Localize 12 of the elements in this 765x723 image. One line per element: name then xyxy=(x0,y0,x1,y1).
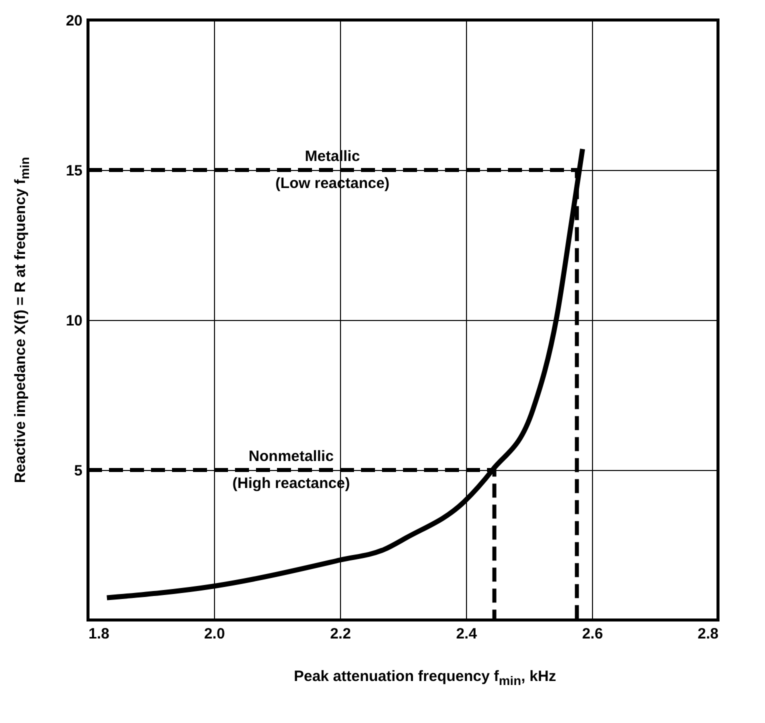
y-tick-label: 20 xyxy=(66,12,82,30)
x-tick-label: 1.8 xyxy=(88,626,110,642)
x-tick-label: 2.8 xyxy=(698,626,718,642)
x-tick-label: 2.4 xyxy=(456,626,478,642)
y-tick-label: 15 xyxy=(66,162,82,180)
x-tick-label: 2.2 xyxy=(330,626,351,642)
x-tick-label: 2.6 xyxy=(582,626,603,642)
x-tick-label: 2.0 xyxy=(204,626,225,642)
y-tick-label: 5 xyxy=(74,462,82,480)
x-axis-title: Peak attenuation frequency f$_{min}$, kHz xyxy=(292,668,558,688)
y-tick-label: 10 xyxy=(66,312,82,330)
annotation: Nonmetallic xyxy=(248,448,334,465)
